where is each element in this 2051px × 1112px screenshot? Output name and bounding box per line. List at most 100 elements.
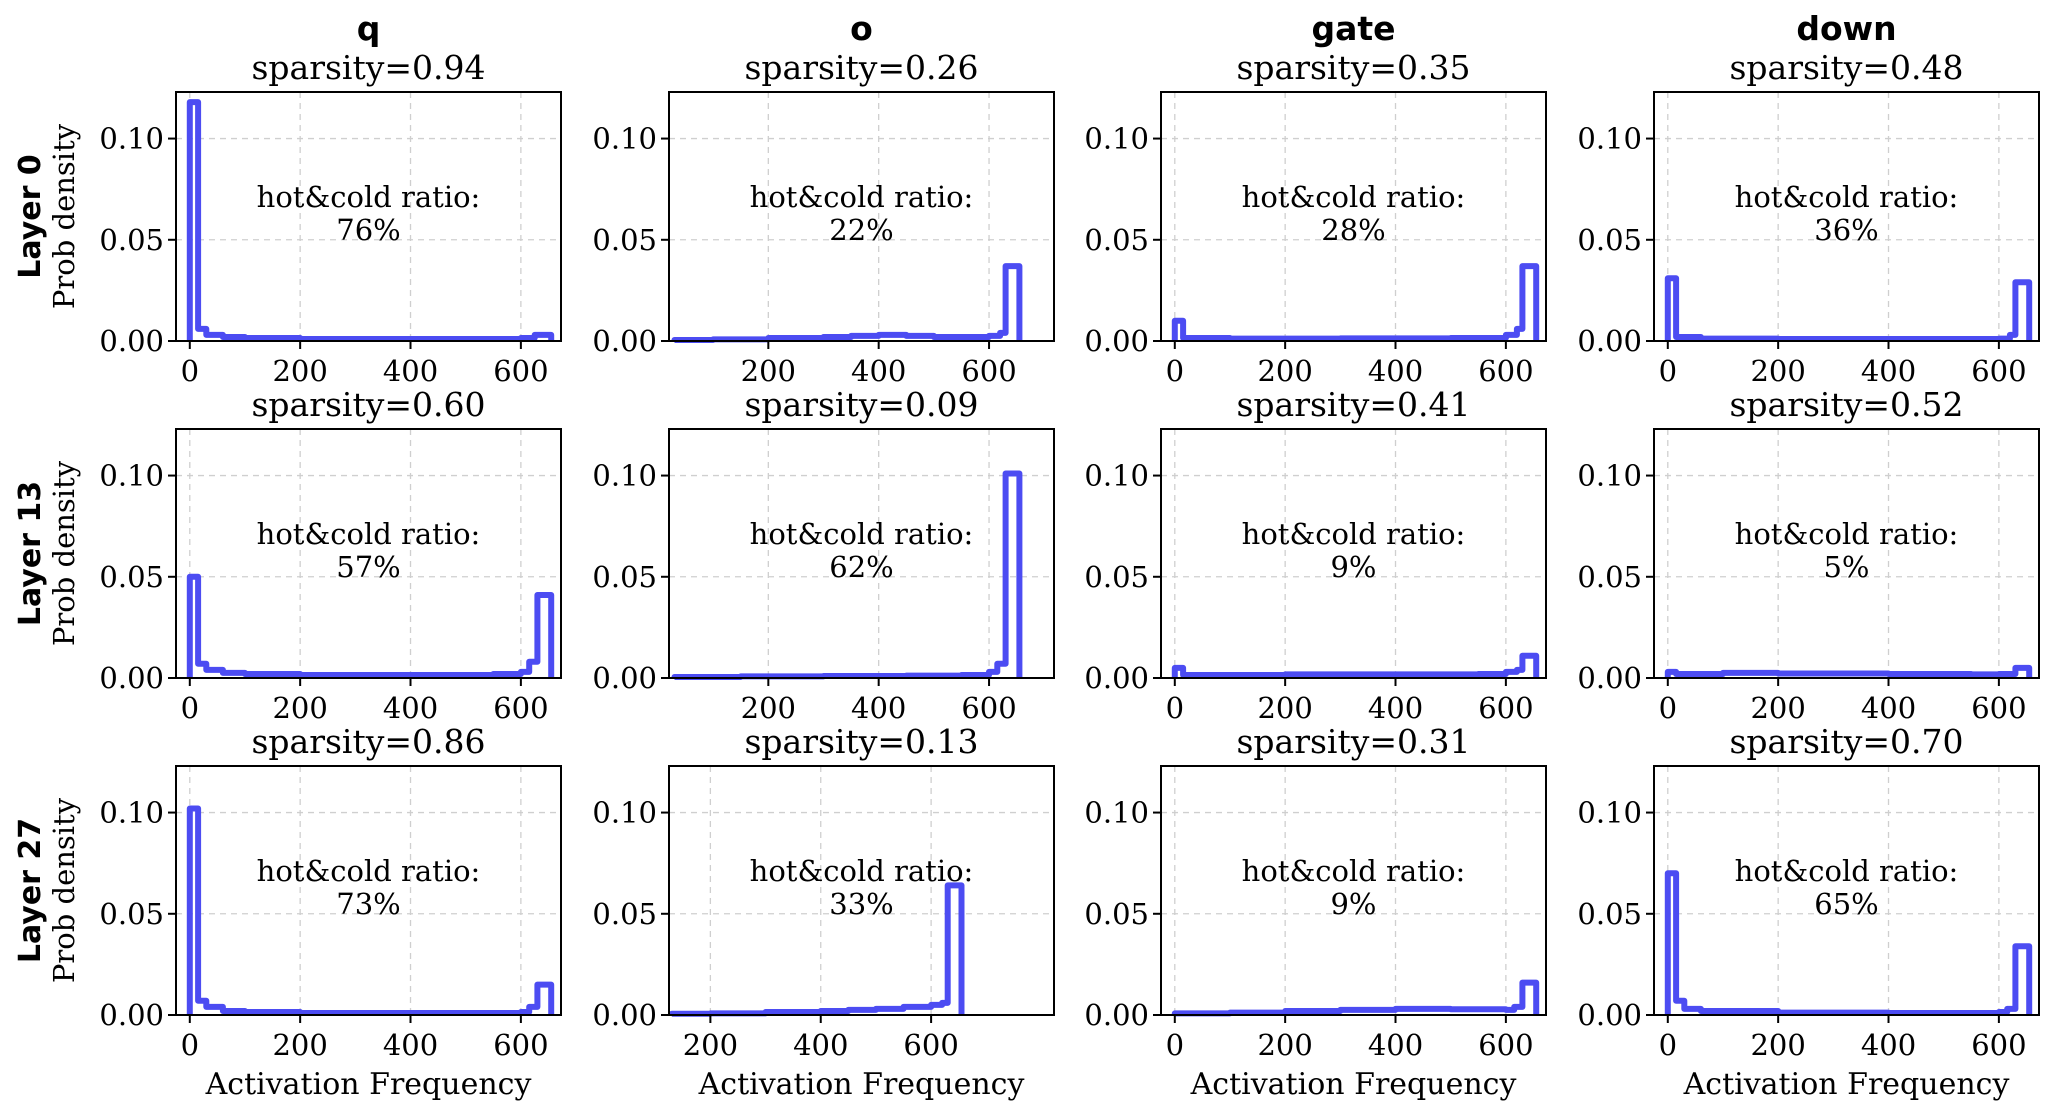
x-tick-label: 0	[181, 1028, 199, 1062]
y-tick-label: 0.05	[1577, 897, 1642, 931]
x-tick-label: 200	[272, 354, 327, 388]
hot-cold-ratio-label: hot&cold ratio:	[257, 180, 481, 214]
y-tick-label: 0.00	[592, 661, 657, 695]
y-tick-label: 0.10	[1084, 122, 1149, 156]
x-tick-label: 600	[493, 1028, 548, 1062]
axes-frame	[175, 91, 562, 342]
y-tick-label: 0.00	[592, 998, 657, 1032]
x-tick-label: 600	[493, 354, 548, 388]
y-tick-label: 0.00	[1577, 998, 1642, 1032]
axes-frame	[1160, 91, 1547, 342]
hot-cold-ratio-value: 65%	[1814, 887, 1878, 921]
histogram-series	[1171, 652, 1540, 678]
x-tick-label: 600	[961, 354, 1016, 388]
y-tick-label: 0.05	[1084, 560, 1149, 594]
x-tick-label: 400	[1861, 1028, 1916, 1062]
x-tick-label: 400	[1368, 1028, 1423, 1062]
x-tick-label: 600	[1971, 1028, 2026, 1062]
y-tick-label: 0.00	[99, 998, 164, 1032]
column-title-q: q	[357, 9, 381, 48]
axes-frame	[668, 428, 1055, 679]
hot-cold-ratio-label: hot&cold ratio:	[750, 180, 974, 214]
panel-sparsity-title: sparsity=0.60	[251, 385, 485, 424]
hot-cold-ratio-value: 9%	[1330, 887, 1376, 921]
y-axis-label: Prob density	[47, 797, 81, 983]
x-tick-label: 0	[181, 354, 199, 388]
axes-frame	[1160, 765, 1547, 1016]
y-tick-label: 0.00	[1084, 661, 1149, 695]
y-tick-label: 0.05	[1084, 897, 1149, 931]
panel-sparsity-title: sparsity=0.94	[251, 48, 485, 87]
panel-sparsity-title: sparsity=0.48	[1729, 48, 1963, 87]
x-tick-label: 600	[1971, 691, 2026, 725]
axes-frame	[1653, 428, 2040, 679]
y-tick-label: 0.10	[592, 459, 657, 493]
y-tick-label: 0.00	[99, 661, 164, 695]
x-axis-label: Activation Frequency	[205, 1067, 532, 1102]
x-tick-label: 400	[1368, 691, 1423, 725]
y-tick-label: 0.00	[1577, 661, 1642, 695]
axes-frame	[668, 91, 1055, 342]
hot-cold-ratio-value: 62%	[829, 550, 893, 584]
row-title-layer-13: Layer 13	[13, 481, 48, 626]
x-axis-label: Activation Frequency	[1683, 1067, 2010, 1102]
hot-cold-ratio-value: 33%	[829, 887, 893, 921]
x-tick-label: 400	[383, 354, 438, 388]
x-tick-label: 600	[903, 1028, 958, 1062]
x-tick-label: 200	[741, 691, 796, 725]
x-tick-label: 400	[851, 691, 906, 725]
y-tick-label: 0.05	[99, 223, 164, 257]
hot-cold-ratio-value: 57%	[336, 550, 400, 584]
column-title-gate: gate	[1311, 9, 1395, 48]
hot-cold-ratio-value: 76%	[336, 213, 400, 247]
x-axis-label: Activation Frequency	[1190, 1067, 1517, 1102]
hot-cold-ratio-value: 73%	[336, 887, 400, 921]
hot-cold-ratio-label: hot&cold ratio:	[1735, 517, 1959, 551]
y-tick-label: 0.10	[592, 796, 657, 830]
y-tick-label: 0.10	[1577, 459, 1642, 493]
hot-cold-ratio-label: hot&cold ratio:	[750, 854, 974, 888]
x-tick-label: 0	[1659, 1028, 1677, 1062]
hot-cold-ratio-value: 28%	[1321, 213, 1385, 247]
panel-sparsity-title: sparsity=0.35	[1236, 48, 1470, 87]
y-tick-label: 0.10	[1084, 796, 1149, 830]
axes-frame	[1160, 428, 1547, 679]
row-title-layer-27: Layer 27	[13, 818, 48, 963]
y-tick-label: 0.10	[1577, 122, 1642, 156]
x-tick-label: 200	[683, 1028, 738, 1062]
x-tick-label: 400	[1368, 354, 1423, 388]
hot-cold-ratio-value: 5%	[1823, 550, 1869, 584]
x-tick-label: 400	[851, 354, 906, 388]
panel-sparsity-title: sparsity=0.70	[1729, 722, 1963, 761]
y-tick-label: 0.00	[1084, 324, 1149, 358]
x-tick-label: 200	[1257, 1028, 1312, 1062]
hot-cold-ratio-label: hot&cold ratio:	[1735, 854, 1959, 888]
x-tick-label: 400	[383, 691, 438, 725]
histogram-series	[1664, 275, 2033, 342]
histogram-series	[186, 99, 555, 342]
x-tick-label: 200	[1750, 691, 1805, 725]
y-tick-label: 0.00	[99, 324, 164, 358]
y-tick-label: 0.05	[1577, 560, 1642, 594]
column-title-down: down	[1796, 9, 1896, 48]
y-tick-label: 0.10	[99, 796, 164, 830]
x-tick-label: 600	[493, 691, 548, 725]
histogram-series	[1171, 263, 1540, 342]
axes-frame	[1653, 91, 2040, 342]
x-tick-label: 400	[793, 1028, 848, 1062]
axes-frame	[175, 428, 562, 679]
histogram-series	[671, 263, 1023, 343]
hot-cold-ratio-value: 9%	[1330, 550, 1376, 584]
x-tick-label: 200	[272, 1028, 327, 1062]
y-tick-label: 0.10	[592, 122, 657, 156]
x-tick-label: 200	[1257, 691, 1312, 725]
x-tick-label: 400	[383, 1028, 438, 1062]
x-tick-label: 200	[741, 354, 796, 388]
x-tick-label: 400	[1861, 354, 1916, 388]
y-tick-label: 0.05	[592, 223, 657, 257]
x-tick-label: 0	[1166, 1028, 1184, 1062]
axes-frame	[668, 765, 1055, 1016]
y-tick-label: 0.00	[592, 324, 657, 358]
x-tick-label: 600	[961, 691, 1016, 725]
